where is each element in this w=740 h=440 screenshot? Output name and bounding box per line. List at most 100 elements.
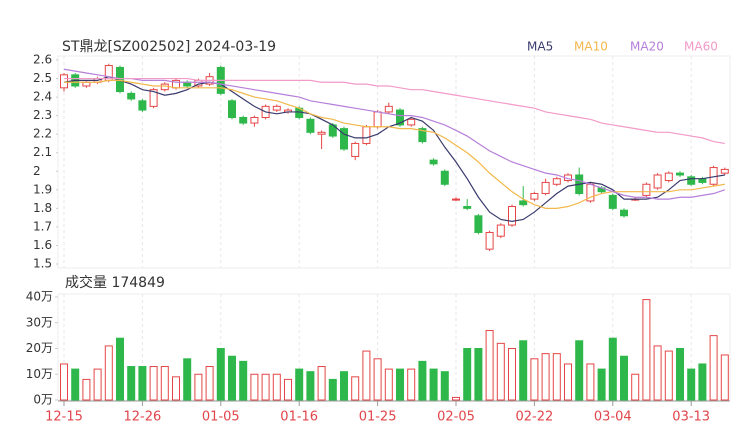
volume-bar	[642, 299, 651, 401]
candle-body	[508, 206, 516, 226]
candle-body	[496, 224, 505, 237]
candle-body	[228, 100, 236, 118]
candle-body	[485, 231, 494, 250]
candle-body	[407, 118, 416, 126]
volume-bar	[508, 348, 516, 401]
x-tick-label: 12-15	[45, 410, 83, 425]
volume-bar	[564, 363, 572, 401]
y-tick-label: 1.5	[33, 257, 52, 271]
volume-bar	[306, 371, 315, 401]
candle-body	[720, 168, 729, 174]
volume-bar	[709, 335, 718, 401]
volume-bar	[384, 368, 393, 401]
volume-bar	[261, 373, 270, 401]
volume-bar	[463, 348, 472, 401]
candle-body	[664, 172, 673, 182]
volume-bar	[631, 373, 640, 401]
candle-body	[317, 131, 326, 135]
y-tick-label: 1.7	[33, 219, 52, 233]
x-tick-label: 01-25	[359, 410, 397, 425]
candle-body	[149, 89, 158, 107]
volume-bar	[396, 368, 404, 401]
volume-bar	[160, 366, 169, 401]
y-tick-label: 2.1	[33, 145, 52, 159]
candle-body	[452, 198, 460, 201]
volume-bar	[104, 345, 113, 401]
y-tick-label: 2.5	[33, 71, 52, 85]
volume-bar	[597, 368, 606, 401]
volume-bar	[205, 366, 214, 401]
candle-body	[440, 170, 449, 185]
y-tick-label: 20万	[26, 341, 53, 355]
candle-body	[474, 215, 483, 233]
volume-bar	[340, 371, 348, 401]
volume-bar	[474, 348, 483, 401]
volume-bar	[194, 373, 203, 401]
volume-bar	[452, 396, 460, 401]
candle-body	[384, 105, 393, 113]
volume-bar	[93, 368, 102, 401]
candle-body	[653, 174, 662, 189]
volume-bar	[373, 358, 382, 401]
candle-body	[608, 194, 617, 209]
x-tick-label: 12-26	[124, 410, 162, 425]
ma-line	[63, 68, 725, 200]
volume-bar	[127, 366, 136, 401]
candle-body	[373, 111, 382, 128]
x-tick-label: 02-05	[437, 410, 475, 425]
volume-bar	[620, 355, 628, 401]
volume-bar	[541, 353, 550, 401]
volume-bar	[653, 345, 662, 401]
volume-bar	[116, 337, 124, 401]
y-tick-label: 10万	[26, 367, 53, 381]
volume-bar	[317, 366, 326, 401]
volume-bar	[664, 350, 673, 401]
candle-body	[541, 181, 550, 195]
y-tick-label: 40万	[26, 290, 53, 304]
candle-body	[351, 142, 360, 157]
legend-label: MA60	[684, 40, 718, 54]
candle-body	[620, 209, 628, 217]
x-tick-label: 02-22	[516, 410, 554, 425]
volume-bar	[284, 378, 292, 401]
candle-body	[250, 116, 259, 124]
legend-label: MA5	[527, 40, 553, 54]
volume-bar	[295, 368, 304, 401]
volume-bar	[519, 340, 528, 401]
candle-body	[552, 178, 561, 185]
volume-bar	[698, 363, 707, 401]
volume-bar	[172, 376, 180, 401]
price-frame	[57, 55, 731, 269]
volume-bar	[239, 360, 248, 401]
volume-bar	[418, 360, 427, 401]
volume-bar	[183, 358, 192, 401]
candle-body	[306, 118, 315, 133]
candle-body	[418, 128, 427, 143]
legend-label: MA10	[574, 40, 608, 54]
y-tick-label: 2.2	[33, 127, 52, 141]
volume-bar	[138, 366, 147, 401]
y-tick-label: 1.6	[33, 238, 52, 252]
y-tick-label: 2.4	[33, 90, 52, 104]
candle-body	[127, 92, 136, 100]
volume-bar	[351, 376, 360, 401]
volume-bar	[272, 373, 281, 401]
volume-bar	[362, 350, 371, 401]
candle-body	[340, 128, 348, 150]
candle-body	[642, 183, 651, 196]
volume-bar	[407, 368, 416, 401]
volume-frame	[57, 293, 731, 401]
x-tick-label: 03-13	[672, 410, 710, 425]
volume-bar	[440, 371, 449, 401]
volume-bar	[720, 354, 729, 401]
volume-bar	[82, 378, 91, 401]
candle-body	[530, 193, 539, 200]
y-tick-label: 2.6	[33, 53, 52, 67]
y-tick-label: 30万	[26, 315, 53, 329]
volume-bar	[228, 355, 236, 401]
volume-bar	[485, 329, 494, 401]
ma-line	[64, 79, 725, 209]
x-tick-label: 03-04	[594, 410, 632, 425]
